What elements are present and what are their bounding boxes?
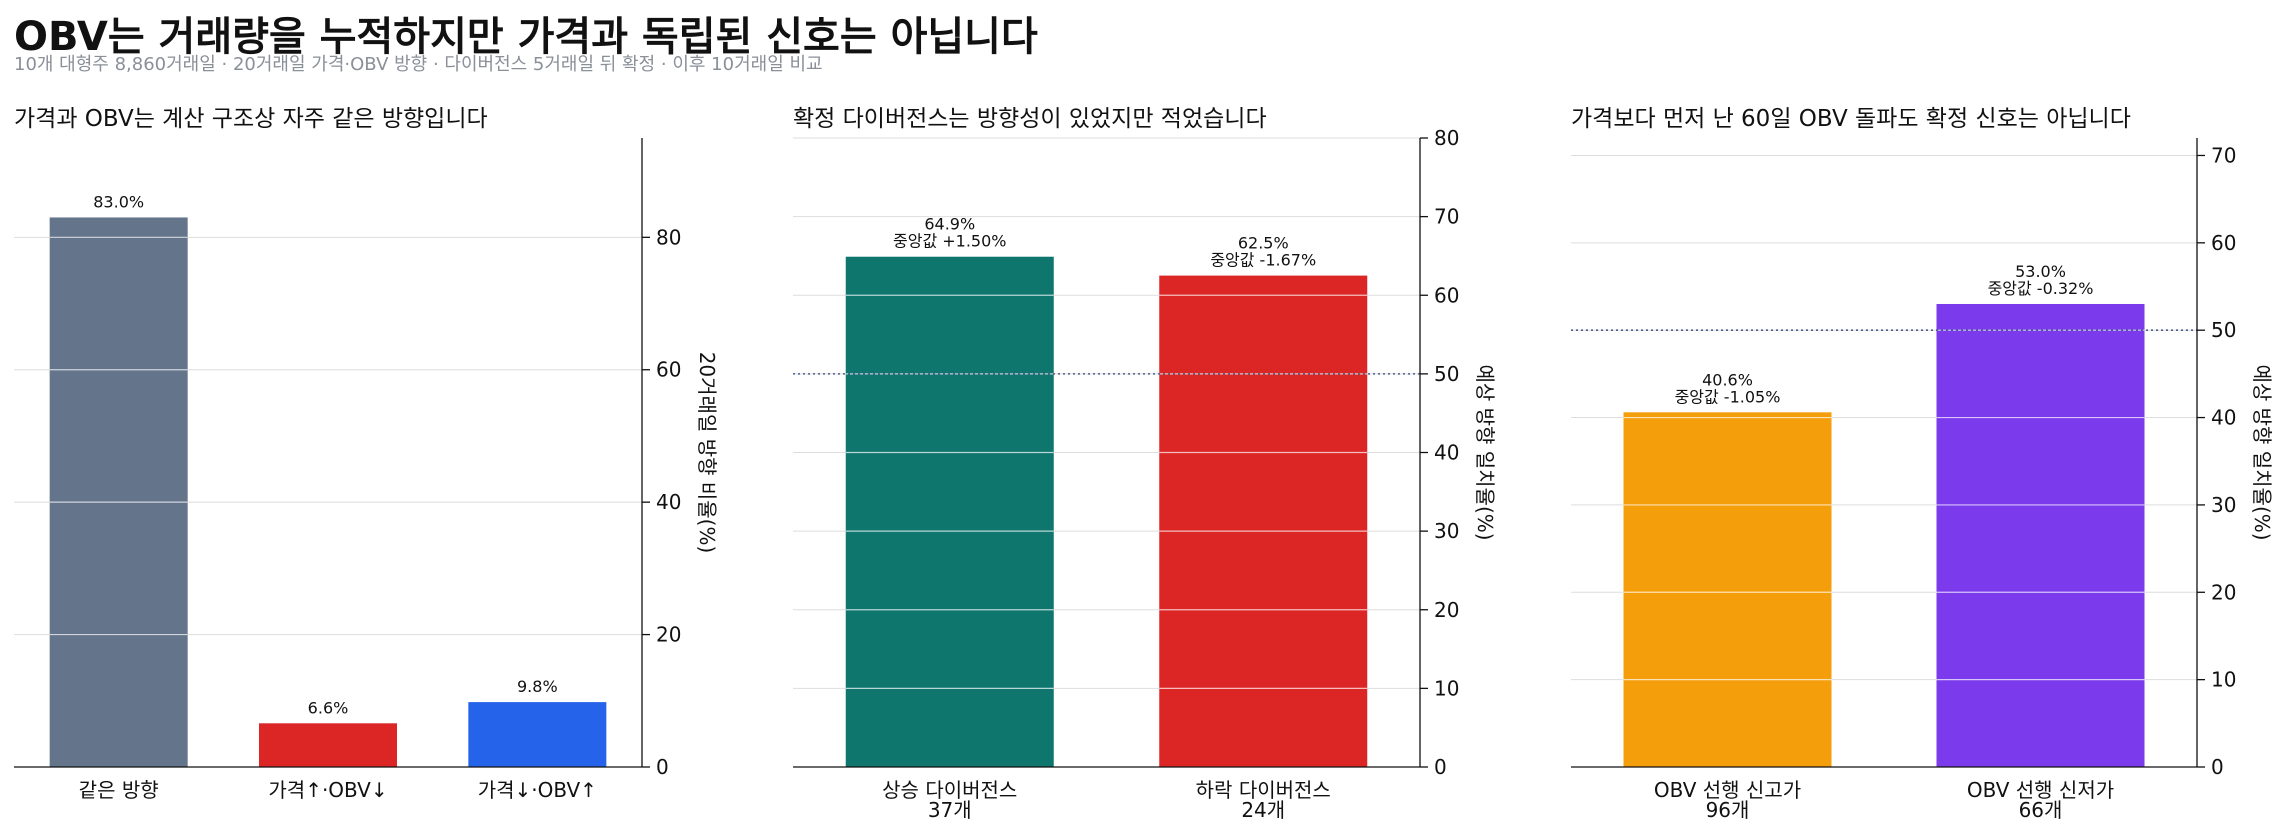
panel-title: 가격과 OBV는 계산 구조상 자주 같은 방향입니다 bbox=[14, 106, 488, 132]
y-tick-label: 40 bbox=[656, 490, 681, 514]
bar bbox=[1623, 412, 1832, 767]
bar bbox=[49, 217, 188, 767]
y-tick-label: 40 bbox=[1434, 441, 1459, 465]
data-label: 40.6% bbox=[1702, 370, 1753, 389]
data-label: 중앙값 -1.67% bbox=[1210, 251, 1316, 270]
category-label: 96개 bbox=[1706, 798, 1750, 822]
data-label: 중앙값 -0.32% bbox=[1988, 279, 2094, 298]
category-label: 가격↑·OBV↓ bbox=[268, 778, 387, 802]
category-label: 하락 다이버전스 bbox=[1196, 778, 1331, 802]
panel-title: 가격보다 먼저 난 60일 OBV 돌파도 확정 신호는 아닙니다 bbox=[1571, 106, 2131, 132]
page-title: OBV는 거래량을 누적하지만 가격과 독립된 신호는 아닙니다 bbox=[14, 14, 1038, 60]
y-tick-label: 40 bbox=[2211, 406, 2236, 430]
category-label: 66개 bbox=[2019, 798, 2063, 822]
y-tick-label: 80 bbox=[1434, 126, 1459, 150]
y-tick-label: 0 bbox=[656, 755, 669, 779]
bar bbox=[1159, 275, 1368, 767]
y-tick-label: 80 bbox=[656, 225, 681, 249]
y-tick-label: 20 bbox=[656, 623, 681, 647]
data-label: 83.0% bbox=[93, 192, 144, 211]
data-label: 64.9% bbox=[924, 215, 975, 234]
data-label: 9.8% bbox=[517, 677, 558, 696]
category-label: 상승 다이버전스 bbox=[882, 778, 1017, 802]
bar bbox=[259, 723, 397, 767]
y-tick-label: 30 bbox=[1434, 519, 1459, 543]
y-tick-label: 70 bbox=[1434, 205, 1459, 229]
y-tick-label: 10 bbox=[2211, 668, 2236, 692]
data-label: 6.6% bbox=[308, 698, 349, 717]
bar bbox=[1936, 303, 2145, 767]
y-tick-label: 60 bbox=[1434, 283, 1459, 307]
y-axis-label: 예상 방향 일치율(%) bbox=[1473, 364, 1497, 540]
page-subtitle: 10개 대형주 8,860거래일 · 20거래일 가격·OBV 방향 · 다이버… bbox=[14, 54, 823, 75]
y-tick-label: 0 bbox=[1434, 755, 1447, 779]
category-label: OBV 선행 신저가 bbox=[1967, 778, 2114, 802]
y-axis-label: 예상 방향 일치율(%) bbox=[2250, 364, 2274, 540]
category-label: OBV 선행 신고가 bbox=[1654, 778, 1801, 802]
y-tick-label: 30 bbox=[2211, 493, 2236, 517]
category-label: 37개 bbox=[928, 798, 972, 822]
y-tick-label: 0 bbox=[2211, 755, 2224, 779]
y-tick-label: 60 bbox=[2211, 231, 2236, 255]
y-tick-label: 10 bbox=[1434, 676, 1459, 700]
y-tick-label: 50 bbox=[2211, 318, 2236, 342]
category-label: 24개 bbox=[1241, 798, 1285, 822]
data-label: 중앙값 +1.50% bbox=[893, 232, 1006, 251]
category-label: 같은 방향 bbox=[79, 778, 159, 802]
data-label: 62.5% bbox=[1238, 234, 1289, 253]
y-axis-label: 20거래일 방향 비율(%) bbox=[695, 352, 719, 554]
y-tick-label: 50 bbox=[1434, 362, 1459, 386]
data-label: 중앙값 -1.05% bbox=[1675, 387, 1781, 406]
y-tick-label: 20 bbox=[1434, 598, 1459, 622]
bar bbox=[845, 256, 1054, 767]
data-label: 53.0% bbox=[2015, 262, 2066, 281]
category-label: 가격↓·OBV↑ bbox=[478, 778, 597, 802]
panel-title: 확정 다이버전스는 방향성이 있었지만 적었습니다 bbox=[793, 106, 1267, 132]
bar bbox=[468, 702, 607, 767]
y-tick-label: 70 bbox=[2211, 143, 2236, 167]
y-tick-label: 20 bbox=[2211, 580, 2236, 604]
y-tick-label: 60 bbox=[656, 358, 681, 382]
